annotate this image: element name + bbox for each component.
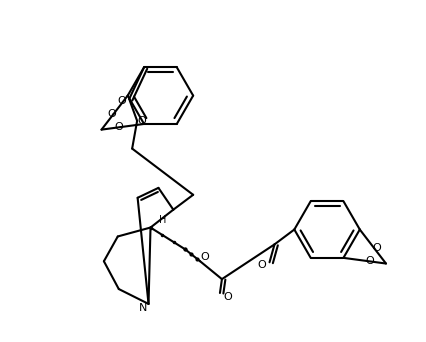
Text: O: O xyxy=(257,260,266,270)
Text: O: O xyxy=(138,116,147,126)
Text: N: N xyxy=(138,303,147,313)
Text: O: O xyxy=(117,96,126,106)
Text: O: O xyxy=(373,243,382,253)
Text: O: O xyxy=(366,256,374,266)
Text: O: O xyxy=(114,122,123,132)
Text: H: H xyxy=(159,214,166,225)
Text: O: O xyxy=(107,109,116,119)
Text: O: O xyxy=(201,252,210,262)
Text: O: O xyxy=(224,292,232,302)
